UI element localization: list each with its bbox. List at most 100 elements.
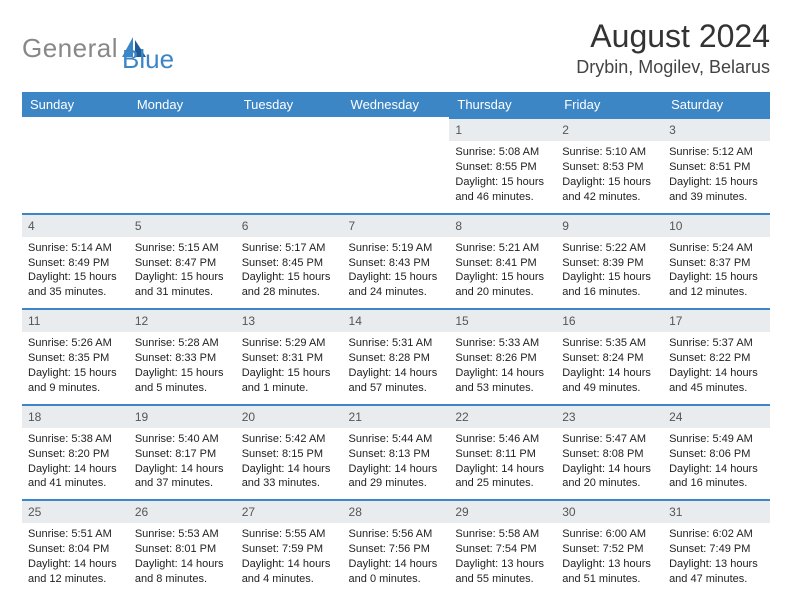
day-details: Sunrise: 5:49 AMSunset: 8:06 PMDaylight:… [663,428,770,499]
daylight-line: Daylight: 15 hours and 31 minutes. [135,270,230,300]
sunset-line: Sunset: 8:39 PM [562,256,657,271]
day-cell: 18Sunrise: 5:38 AMSunset: 8:20 PMDayligh… [22,404,129,500]
sunset-line: Sunset: 7:49 PM [669,542,764,557]
sunset-line: Sunset: 7:56 PM [349,542,444,557]
title-block: August 2024 Drybin, Mogilev, Belarus [576,18,770,78]
sunset-line: Sunset: 8:43 PM [349,256,444,271]
day-details: Sunrise: 5:47 AMSunset: 8:08 PMDaylight:… [556,428,663,499]
day-number: 24 [663,404,770,428]
sunrise-line: Sunrise: 5:56 AM [349,527,444,542]
calendar-body: ....1Sunrise: 5:08 AMSunset: 8:55 PMDayl… [22,117,770,595]
day-cell: 23Sunrise: 5:47 AMSunset: 8:08 PMDayligh… [556,404,663,500]
logo: General Blue [22,22,174,75]
day-number: 7 [343,213,450,237]
sunset-line: Sunset: 7:52 PM [562,542,657,557]
daylight-line: Daylight: 14 hours and 41 minutes. [28,462,123,492]
day-number: 16 [556,308,663,332]
day-details: Sunrise: 6:02 AMSunset: 7:49 PMDaylight:… [663,523,770,594]
sunrise-line: Sunrise: 5:40 AM [135,432,230,447]
day-number: 15 [449,308,556,332]
sunset-line: Sunset: 8:26 PM [455,351,550,366]
sunrise-line: Sunrise: 5:08 AM [455,145,550,160]
sunset-line: Sunset: 7:59 PM [242,542,337,557]
sunset-line: Sunset: 8:22 PM [669,351,764,366]
day-details: Sunrise: 5:24 AMSunset: 8:37 PMDaylight:… [663,237,770,308]
day-cell: 11Sunrise: 5:26 AMSunset: 8:35 PMDayligh… [22,308,129,404]
dow-header: Tuesday [236,92,343,117]
day-cell: 24Sunrise: 5:49 AMSunset: 8:06 PMDayligh… [663,404,770,500]
daylight-line: Daylight: 14 hours and 29 minutes. [349,462,444,492]
dow-header: Saturday [663,92,770,117]
daylight-line: Daylight: 14 hours and 57 minutes. [349,366,444,396]
location-text: Drybin, Mogilev, Belarus [576,57,770,78]
sunset-line: Sunset: 8:49 PM [28,256,123,271]
day-cell: 17Sunrise: 5:37 AMSunset: 8:22 PMDayligh… [663,308,770,404]
day-number: 22 [449,404,556,428]
sunset-line: Sunset: 8:08 PM [562,447,657,462]
day-details: Sunrise: 5:21 AMSunset: 8:41 PMDaylight:… [449,237,556,308]
day-cell: 27Sunrise: 5:55 AMSunset: 7:59 PMDayligh… [236,499,343,595]
dow-header: Monday [129,92,236,117]
sunset-line: Sunset: 8:37 PM [669,256,764,271]
day-details: Sunrise: 5:31 AMSunset: 8:28 PMDaylight:… [343,332,450,403]
day-number: 17 [663,308,770,332]
day-details: Sunrise: 5:10 AMSunset: 8:53 PMDaylight:… [556,141,663,212]
day-details: Sunrise: 5:53 AMSunset: 8:01 PMDaylight:… [129,523,236,594]
sunrise-line: Sunrise: 5:24 AM [669,241,764,256]
day-number: 21 [343,404,450,428]
sunrise-line: Sunrise: 5:47 AM [562,432,657,447]
day-number: 19 [129,404,236,428]
day-cell: . [236,117,343,213]
daylight-line: Daylight: 14 hours and 49 minutes. [562,366,657,396]
sunrise-line: Sunrise: 5:31 AM [349,336,444,351]
day-number: 6 [236,213,343,237]
sunrise-line: Sunrise: 5:26 AM [28,336,123,351]
sunrise-line: Sunrise: 5:42 AM [242,432,337,447]
dow-header-row: SundayMondayTuesdayWednesdayThursdayFrid… [22,92,770,117]
sunrise-line: Sunrise: 5:44 AM [349,432,444,447]
day-number: 29 [449,499,556,523]
logo-part1: General [22,33,118,63]
day-cell: 4Sunrise: 5:14 AMSunset: 8:49 PMDaylight… [22,213,129,309]
header: General Blue August 2024 Drybin, Mogilev… [22,18,770,78]
day-cell: 2Sunrise: 5:10 AMSunset: 8:53 PMDaylight… [556,117,663,213]
day-number: 20 [236,404,343,428]
day-cell: 14Sunrise: 5:31 AMSunset: 8:28 PMDayligh… [343,308,450,404]
sunrise-line: Sunrise: 5:17 AM [242,241,337,256]
day-cell: . [343,117,450,213]
daylight-line: Daylight: 15 hours and 1 minute. [242,366,337,396]
day-cell: 26Sunrise: 5:53 AMSunset: 8:01 PMDayligh… [129,499,236,595]
sunset-line: Sunset: 8:41 PM [455,256,550,271]
sunset-line: Sunset: 8:24 PM [562,351,657,366]
day-number: 1 [449,117,556,141]
daylight-line: Daylight: 15 hours and 28 minutes. [242,270,337,300]
day-cell: 12Sunrise: 5:28 AMSunset: 8:33 PMDayligh… [129,308,236,404]
day-number: 4 [22,213,129,237]
day-cell: 16Sunrise: 5:35 AMSunset: 8:24 PMDayligh… [556,308,663,404]
daylight-line: Daylight: 13 hours and 55 minutes. [455,557,550,587]
day-cell: 28Sunrise: 5:56 AMSunset: 7:56 PMDayligh… [343,499,450,595]
day-cell: 13Sunrise: 5:29 AMSunset: 8:31 PMDayligh… [236,308,343,404]
day-details: Sunrise: 5:56 AMSunset: 7:56 PMDaylight:… [343,523,450,594]
day-details: Sunrise: 5:46 AMSunset: 8:11 PMDaylight:… [449,428,556,499]
daylight-line: Daylight: 14 hours and 16 minutes. [669,462,764,492]
sunrise-line: Sunrise: 5:33 AM [455,336,550,351]
daylight-line: Daylight: 15 hours and 12 minutes. [669,270,764,300]
daylight-line: Daylight: 15 hours and 9 minutes. [28,366,123,396]
sunrise-line: Sunrise: 5:10 AM [562,145,657,160]
day-number: 28 [343,499,450,523]
sunrise-line: Sunrise: 5:15 AM [135,241,230,256]
day-cell: 21Sunrise: 5:44 AMSunset: 8:13 PMDayligh… [343,404,450,500]
sunrise-line: Sunrise: 5:14 AM [28,241,123,256]
sunrise-line: Sunrise: 6:02 AM [669,527,764,542]
day-number: 30 [556,499,663,523]
logo-text: General [22,33,118,64]
calendar-row: 18Sunrise: 5:38 AMSunset: 8:20 PMDayligh… [22,404,770,500]
daylight-line: Daylight: 14 hours and 53 minutes. [455,366,550,396]
daylight-line: Daylight: 13 hours and 47 minutes. [669,557,764,587]
day-details: Sunrise: 5:14 AMSunset: 8:49 PMDaylight:… [22,237,129,308]
day-number: 3 [663,117,770,141]
sunset-line: Sunset: 8:01 PM [135,542,230,557]
sunrise-line: Sunrise: 5:53 AM [135,527,230,542]
daylight-line: Daylight: 15 hours and 46 minutes. [455,175,550,205]
